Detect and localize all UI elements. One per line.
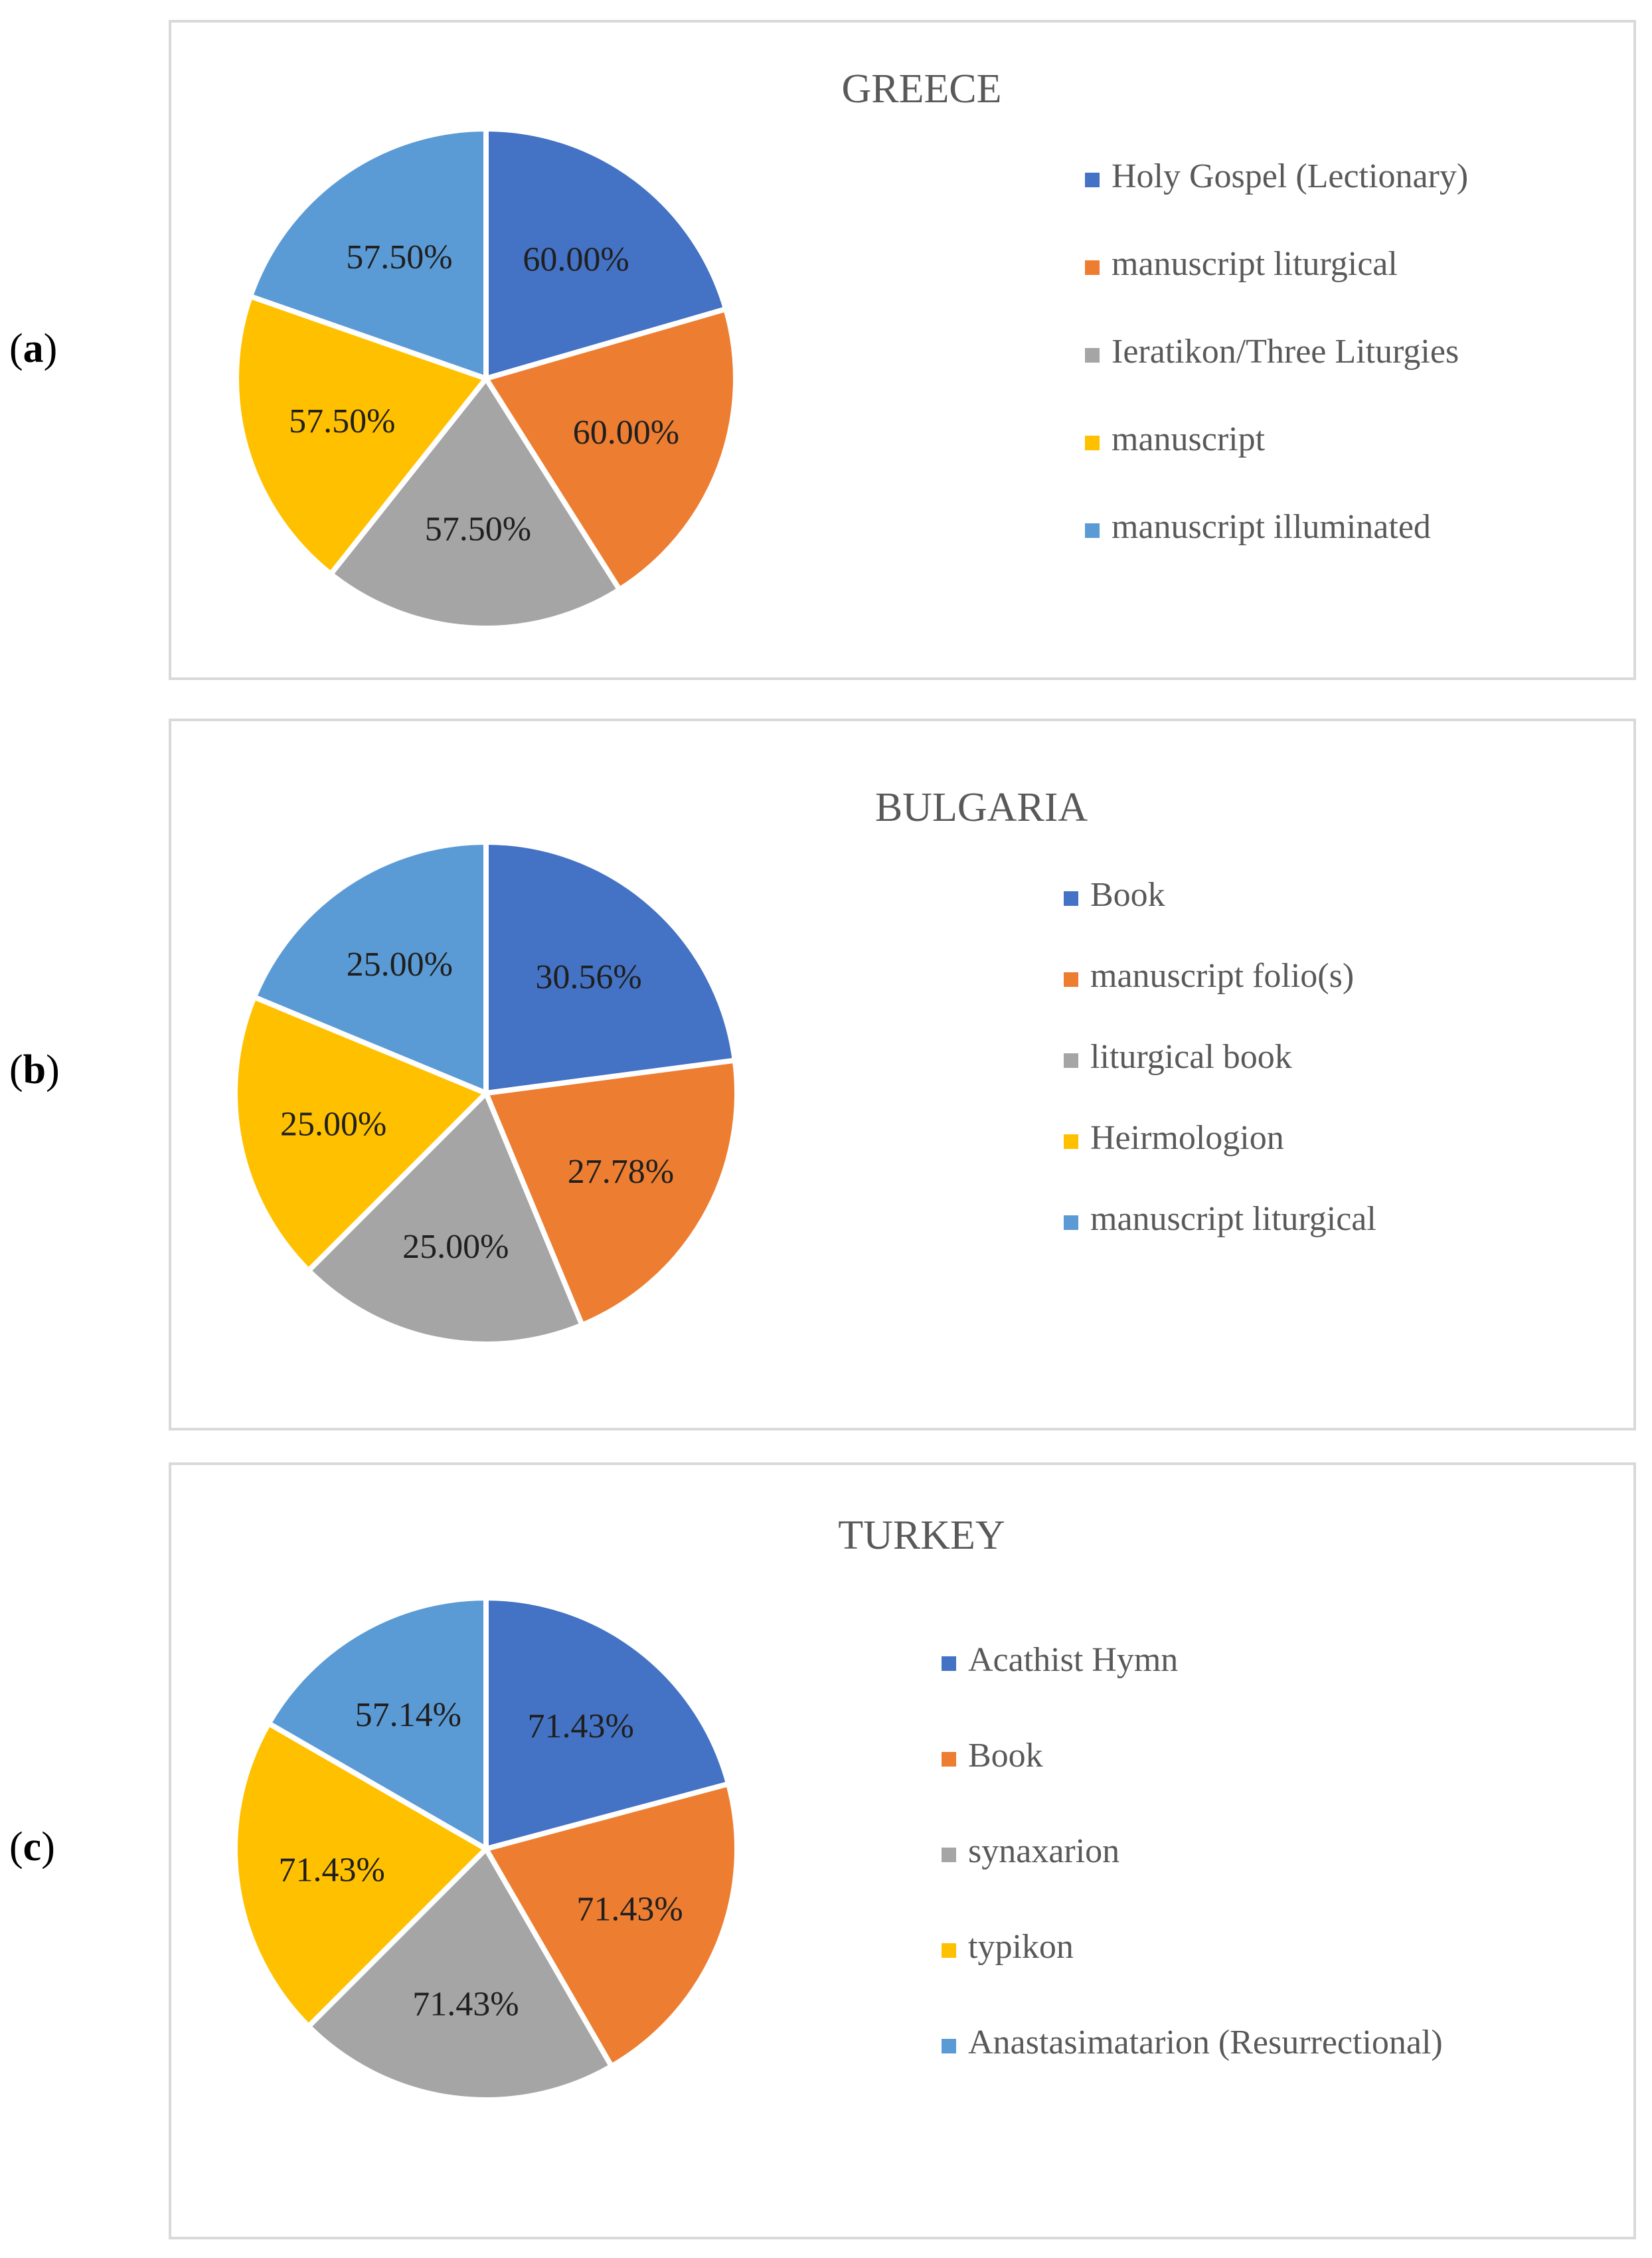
pie-slice-greece-manuscript-illuminated <box>247 126 489 381</box>
legend-swatch-turkey-typikon <box>942 1943 956 1958</box>
data-label-turkey-synaxarion: 71.43% <box>412 1985 519 2023</box>
legend-swatch-bulgaria-book <box>1064 891 1078 906</box>
chart-title-greece: GREECE <box>841 66 1001 112</box>
legend-label-greece-manuscript-liturgical: manuscript liturgical <box>1112 245 1398 283</box>
pie-slice-turkey-synaxarion <box>305 1846 614 2103</box>
legend-label-bulgaria-heirmologion: Heirmologion <box>1090 1119 1284 1157</box>
legend-label-greece-ieratikon-three-liturgies: Ieratikon/Three Liturgies <box>1112 333 1459 371</box>
pie-slice-greece-manuscript-liturgical <box>483 306 738 592</box>
legend-label-greece-manuscript: manuscript <box>1112 420 1266 458</box>
pie-chart-turkey: TURKEY 71.43% 71.43% 71.43% 71.43% 57.14% Acat… <box>232 1513 1443 2103</box>
pie-slice-turkey-acathist-hymn <box>483 1595 732 1852</box>
legend-swatch-greece-manuscript <box>1085 436 1100 450</box>
chart-frame-turkey: TURKEY 71.43% 71.43% 71.43% 71.43% 57.14% Acat… <box>169 1462 1636 2239</box>
legend-swatch-turkey-book <box>942 1752 956 1767</box>
data-label-bulgaria-manuscript-liturgical: 25.00% <box>347 946 453 984</box>
legend-swatch-turkey-acathist-hymn <box>942 1656 956 1671</box>
data-label-greece-manuscript-illuminated: 57.50% <box>346 238 452 276</box>
panel-label-c: (c) <box>9 1824 55 1869</box>
pie-slice-turkey-anastasimatarion-resurrectional <box>266 1595 489 1852</box>
data-label-greece-ieratikon-three-liturgies: 57.50% <box>425 510 531 548</box>
legend-swatch-turkey-anastasimatarion-resurrectional <box>942 2039 956 2053</box>
pie-slice-bulgaria-manuscript-liturgical <box>251 839 489 1096</box>
data-label-turkey-typikon: 71.43% <box>278 1852 384 1889</box>
data-label-greece-manuscript: 57.50% <box>289 402 395 440</box>
data-label-bulgaria-liturgical-book: 25.00% <box>402 1228 509 1266</box>
legend-label-bulgaria-book: Book <box>1090 876 1165 914</box>
legend-swatch-turkey-synaxarion <box>942 1848 956 1862</box>
legend-swatch-bulgaria-manuscript-folio-s <box>1064 972 1078 987</box>
chart-title-bulgaria: BULGARIA <box>875 785 1088 830</box>
data-label-turkey-book: 71.43% <box>576 1891 683 1929</box>
data-label-turkey-acathist-hymn: 71.43% <box>528 1707 634 1745</box>
data-label-bulgaria-heirmologion: 25.00% <box>280 1106 386 1144</box>
pie-slice-bulgaria-liturgical-book <box>305 1090 585 1347</box>
data-label-bulgaria-book: 30.56% <box>535 958 641 996</box>
legend-label-bulgaria-manuscript-folio-s: manuscript folio(s) <box>1090 957 1354 995</box>
pie-slice-bulgaria-manuscript-folio-s <box>483 1057 740 1328</box>
legend-swatch-greece-ieratikon-three-liturgies <box>1085 348 1100 363</box>
data-label-greece-holy-gospel-lectionary: 60.00% <box>523 241 629 279</box>
panel-label-b: (b) <box>9 1047 60 1092</box>
chart-frame-greece: GREECE 60.00% 60.00% 57.50% 57.50% 57.50% Holy… <box>169 20 1636 680</box>
data-label-greece-manuscript-liturgical: 60.00% <box>573 414 679 452</box>
pie-chart-bulgaria: BULGARIA 30.56% 27.78% 25.00% 25.00% 25.00% Bo… <box>232 785 1376 1347</box>
legend-label-turkey-book: Book <box>968 1737 1043 1775</box>
legend-label-bulgaria-manuscript-liturgical: manuscript liturgical <box>1090 1200 1376 1238</box>
chart-frame-bulgaria: BULGARIA 30.56% 27.78% 25.00% 25.00% 25.00% Bo… <box>169 719 1636 1431</box>
legend-label-turkey-synaxarion: synaxarion <box>968 1832 1119 1870</box>
legend-label-turkey-anastasimatarion-resurrectional: Anastasimatarion (Resurrectional) <box>968 2024 1443 2061</box>
pie-slice-greece-holy-gospel-lectionary <box>483 126 729 381</box>
legend-swatch-greece-manuscript-illuminated <box>1085 523 1100 538</box>
data-label-bulgaria-manuscript-folio-s: 27.78% <box>568 1153 674 1191</box>
pie-slice-greece-manuscript <box>234 294 489 577</box>
pie-slice-bulgaria-book <box>483 839 738 1096</box>
legend-label-turkey-typikon: typikon <box>968 1928 1074 1966</box>
pie-slice-greece-ieratikon-three-liturgies <box>328 376 622 631</box>
legend-label-greece-holy-gospel-lectionary: Holy Gospel (Lectionary) <box>1112 157 1468 195</box>
legend-label-turkey-acathist-hymn: Acathist Hymn <box>968 1641 1178 1679</box>
legend-swatch-bulgaria-heirmologion <box>1064 1134 1078 1149</box>
legend-swatch-greece-holy-gospel-lectionary <box>1085 173 1100 187</box>
pie-chart-greece: GREECE 60.00% 60.00% 57.50% 57.50% 57.50% Holy… <box>234 66 1468 631</box>
legend-swatch-bulgaria-manuscript-liturgical <box>1064 1215 1078 1230</box>
data-label-turkey-anastasimatarion-resurrectional: 57.14% <box>355 1696 461 1734</box>
legend-label-bulgaria-liturgical-book: liturgical book <box>1090 1038 1292 1076</box>
panel-label-a: (a) <box>9 326 58 371</box>
pie-slice-turkey-book <box>483 1781 740 2069</box>
legend-swatch-greece-manuscript-liturgical <box>1085 260 1100 275</box>
legend-label-greece-manuscript-illuminated: manuscript illuminated <box>1112 508 1431 546</box>
pie-slice-turkey-typikon <box>232 1720 489 2030</box>
pie-slice-bulgaria-heirmologion <box>232 994 489 1274</box>
chart-title-turkey: TURKEY <box>838 1513 1005 1558</box>
legend-swatch-bulgaria-liturgical-book <box>1064 1053 1078 1068</box>
